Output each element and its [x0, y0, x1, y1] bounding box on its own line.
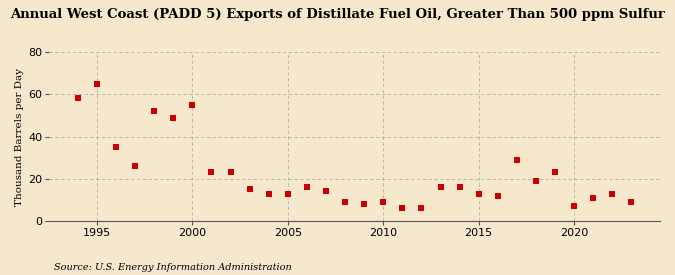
Text: Annual West Coast (PADD 5) Exports of Distillate Fuel Oil, Greater Than 500 ppm : Annual West Coast (PADD 5) Exports of Di… — [10, 8, 665, 21]
Point — [492, 194, 503, 198]
Y-axis label: Thousand Barrels per Day: Thousand Barrels per Day — [15, 68, 24, 205]
Point — [302, 185, 313, 189]
Point — [282, 191, 293, 196]
Point — [435, 185, 446, 189]
Point — [111, 145, 122, 149]
Point — [148, 109, 159, 113]
Point — [378, 200, 389, 204]
Text: Source: U.S. Energy Information Administration: Source: U.S. Energy Information Administ… — [54, 263, 292, 272]
Point — [130, 164, 140, 168]
Point — [168, 115, 179, 120]
Point — [225, 170, 236, 175]
Point — [244, 187, 255, 192]
Point — [358, 202, 369, 206]
Point — [321, 189, 331, 194]
Point — [263, 191, 274, 196]
Point — [72, 96, 83, 101]
Point — [626, 200, 637, 204]
Point — [397, 206, 408, 211]
Point — [588, 196, 599, 200]
Point — [569, 204, 580, 208]
Point — [473, 191, 484, 196]
Point — [92, 81, 103, 86]
Point — [531, 179, 541, 183]
Point — [206, 170, 217, 175]
Point — [512, 158, 522, 162]
Point — [454, 185, 465, 189]
Point — [416, 206, 427, 211]
Point — [607, 191, 618, 196]
Point — [549, 170, 560, 175]
Point — [187, 103, 198, 107]
Point — [340, 200, 350, 204]
